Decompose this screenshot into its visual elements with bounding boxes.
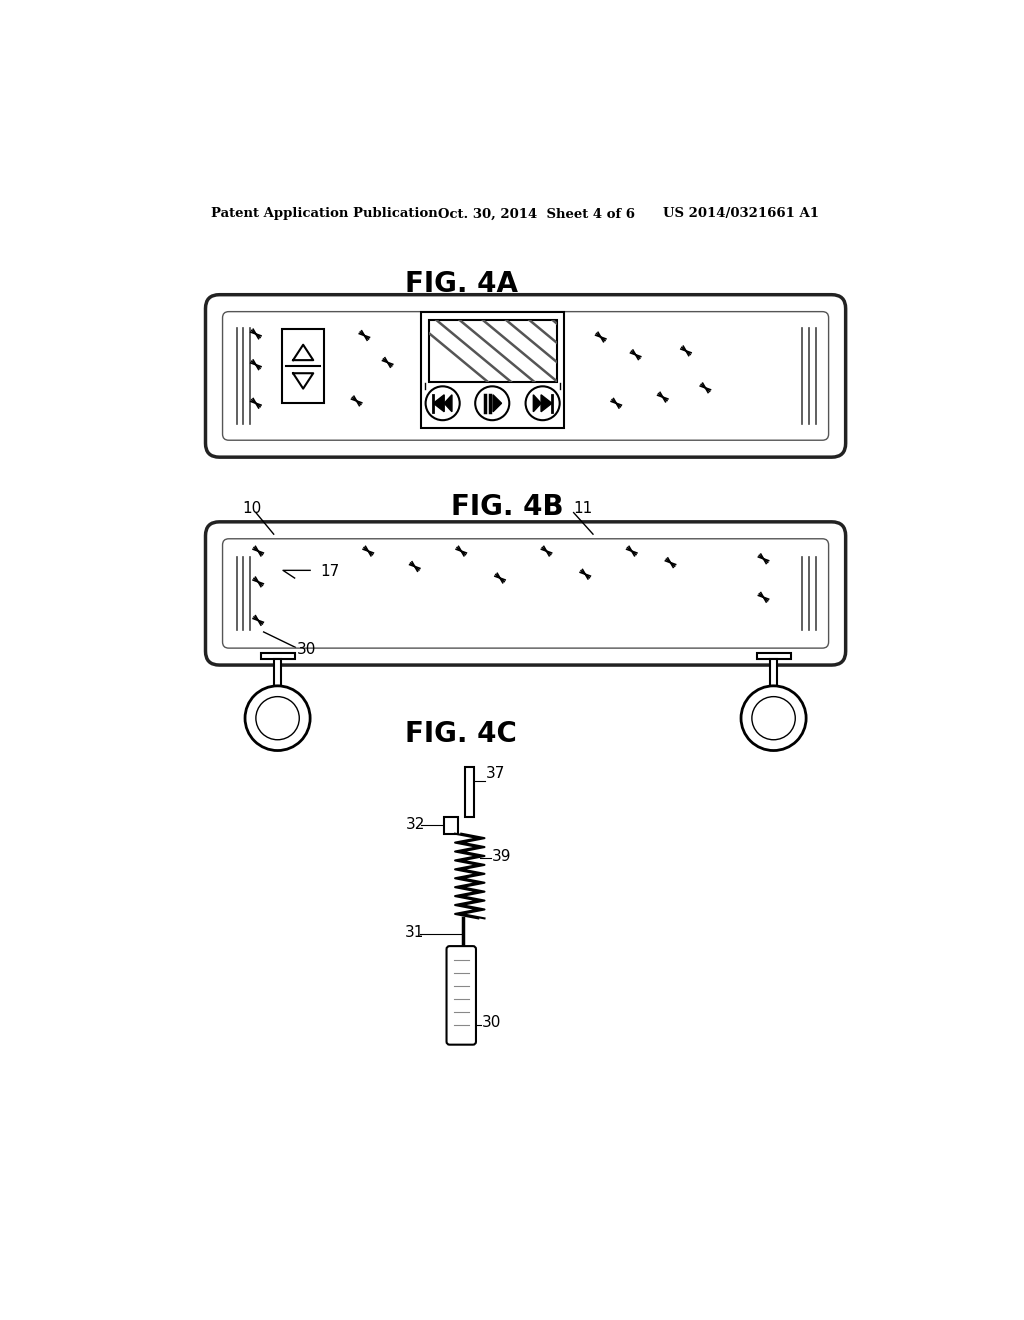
Text: 30: 30 (297, 642, 316, 657)
Polygon shape (534, 395, 541, 412)
Text: 17: 17 (321, 565, 339, 579)
Text: FIG. 4A: FIG. 4A (404, 269, 518, 298)
Circle shape (245, 686, 310, 751)
Text: 30: 30 (482, 1015, 502, 1030)
Circle shape (752, 697, 796, 739)
Bar (260, 653, 295, 659)
Polygon shape (444, 395, 452, 412)
Circle shape (741, 686, 806, 751)
Bar (273, 659, 282, 686)
Polygon shape (493, 395, 502, 412)
Text: 11: 11 (573, 502, 593, 516)
FancyBboxPatch shape (206, 294, 846, 457)
Polygon shape (541, 395, 552, 412)
FancyBboxPatch shape (446, 946, 476, 1044)
Circle shape (426, 387, 460, 420)
Text: 10: 10 (242, 502, 261, 516)
Text: US 2014/0321661 A1: US 2014/0321661 A1 (663, 207, 819, 220)
FancyBboxPatch shape (283, 329, 324, 404)
Bar (770, 659, 777, 686)
Bar (444, 817, 458, 834)
Text: 37: 37 (486, 766, 506, 781)
Circle shape (525, 387, 560, 420)
Bar (465, 767, 474, 817)
Circle shape (256, 697, 299, 739)
Text: Oct. 30, 2014  Sheet 4 of 6: Oct. 30, 2014 Sheet 4 of 6 (438, 207, 635, 220)
Text: 39: 39 (493, 849, 512, 865)
FancyBboxPatch shape (206, 521, 846, 665)
Text: FIG. 4C: FIG. 4C (406, 721, 517, 748)
Bar (429, 321, 557, 381)
FancyBboxPatch shape (421, 313, 564, 428)
Bar (757, 653, 792, 659)
Text: FIG. 4B: FIG. 4B (452, 494, 564, 521)
Text: Patent Application Publication: Patent Application Publication (211, 207, 437, 220)
Text: 32: 32 (406, 817, 425, 832)
Circle shape (475, 387, 509, 420)
Polygon shape (433, 395, 444, 412)
Text: 31: 31 (404, 925, 424, 940)
